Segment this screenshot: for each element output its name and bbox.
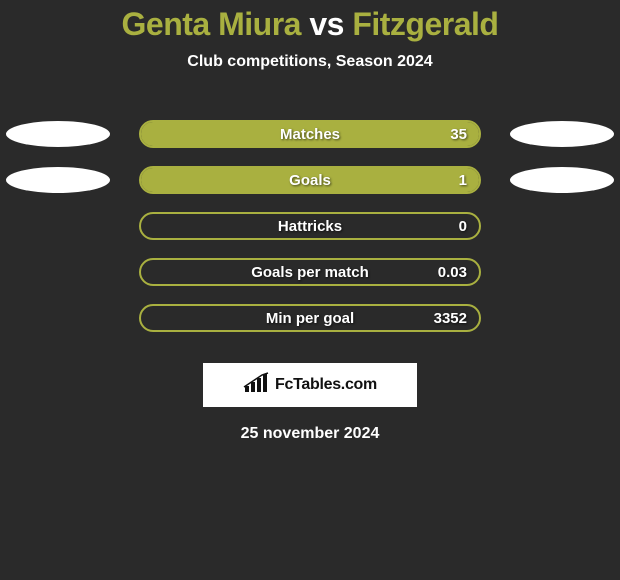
- brand-box[interactable]: FcTables.com: [203, 363, 417, 407]
- page-title: Genta Miura vs Fitzgerald: [0, 6, 620, 43]
- stat-row: Goals per match 0.03: [0, 249, 620, 295]
- stat-value: 0.03: [438, 260, 467, 284]
- comparison-panel: Genta Miura vs Fitzgerald Club competiti…: [0, 0, 620, 443]
- stat-label: Goals: [289, 168, 331, 192]
- player-a-marker: [6, 121, 110, 147]
- stat-row: Hattricks 0: [0, 203, 620, 249]
- stat-row: Min per goal 3352: [0, 295, 620, 341]
- player-b-marker: [510, 121, 614, 147]
- stat-row: Goals 1: [0, 157, 620, 203]
- date-text: 25 november 2024: [0, 425, 620, 443]
- brand-text: FcTables.com: [275, 376, 377, 394]
- stat-value: 35: [450, 122, 467, 146]
- stat-bar: Min per goal 3352: [139, 304, 481, 332]
- stat-bar: Goals 1: [139, 166, 481, 194]
- stat-bar: Matches 35: [139, 120, 481, 148]
- stat-rows: Matches 35 Goals 1 Hattricks 0 Goals per match…: [0, 111, 620, 341]
- stat-value: 0: [459, 214, 467, 238]
- stat-label: Matches: [280, 122, 340, 146]
- stat-bar: Goals per match 0.03: [139, 258, 481, 286]
- subtitle: Club competitions, Season 2024: [0, 53, 620, 71]
- player-a-name: Genta Miura: [122, 6, 301, 42]
- stat-label: Min per goal: [266, 306, 354, 330]
- stat-value: 1: [459, 168, 467, 192]
- stat-label: Goals per match: [251, 260, 369, 284]
- stat-label: Hattricks: [278, 214, 342, 238]
- stat-value: 3352: [434, 306, 467, 330]
- player-a-marker: [6, 167, 110, 193]
- player-b-marker: [510, 167, 614, 193]
- stat-bar: Hattricks 0: [139, 212, 481, 240]
- stat-row: Matches 35: [0, 111, 620, 157]
- player-b-name: Fitzgerald: [352, 6, 498, 42]
- title-separator: vs: [309, 6, 344, 42]
- chart-icon: [243, 372, 269, 399]
